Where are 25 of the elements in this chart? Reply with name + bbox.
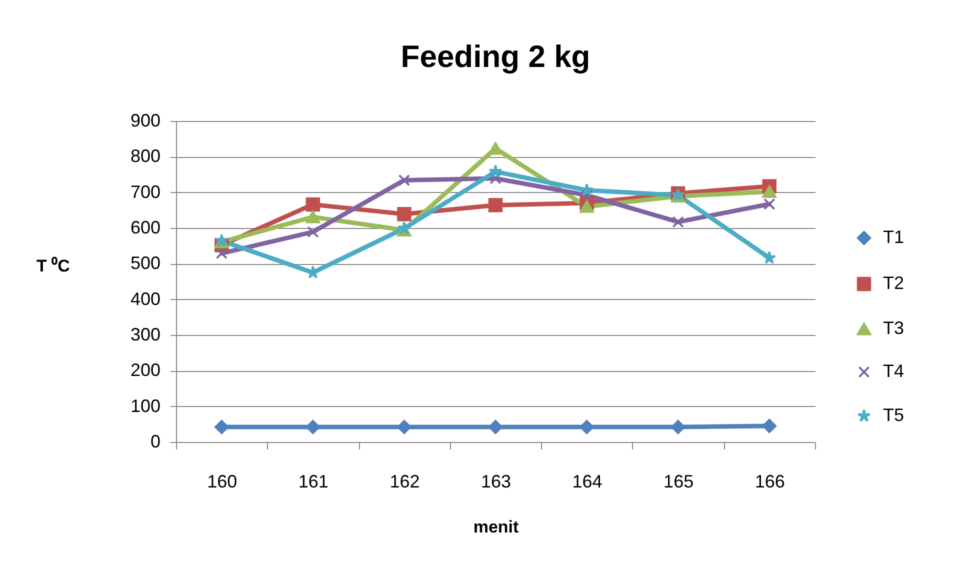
x-tick-label: 166 (754, 472, 785, 492)
y-tick-label: 400 (130, 288, 160, 309)
legend-label: T3 (883, 318, 904, 338)
y-tick-label: 900 (130, 110, 160, 130)
x-tick-label: 160 (207, 472, 238, 492)
x-tick-label: 161 (298, 472, 328, 492)
y-axis-title: T ⁰C (36, 256, 70, 276)
y-tick-label: 200 (130, 360, 160, 380)
x-tick-label: 165 (664, 472, 694, 492)
x-tick-label: 163 (480, 472, 512, 492)
legend-label: T5 (883, 405, 904, 425)
x-axis-title: menit (473, 518, 520, 536)
y-tick-label: 700 (130, 182, 160, 202)
y-tick-label: 100 (130, 396, 160, 416)
y-tick-label: 300 (130, 324, 160, 344)
legend-label: T4 (883, 361, 904, 381)
y-tick-label: 500 (130, 253, 160, 274)
x-tick-label: 162 (390, 472, 420, 492)
legend-label: T2 (883, 273, 904, 293)
x-tick-label: 164 (572, 472, 602, 492)
legend-label: T1 (883, 227, 904, 247)
y-tick-label: 0 (150, 432, 160, 452)
y-tick-label: 600 (130, 218, 160, 238)
y-tick-label: 800 (130, 146, 160, 166)
chart-title: Feeding 2 kg (400, 39, 590, 74)
